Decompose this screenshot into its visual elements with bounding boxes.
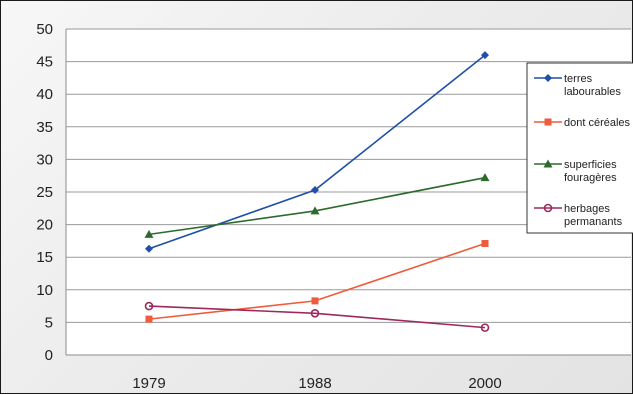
legend-label: herbages <box>564 203 610 215</box>
x-tick-label: 1979 <box>132 375 165 392</box>
legend-label: superficies <box>564 159 617 171</box>
x-tick-labels: 1979 1988 2000 <box>132 375 501 392</box>
data-point <box>481 240 489 248</box>
y-tick-label: 50 <box>36 21 53 38</box>
y-tick-label: 40 <box>36 86 53 103</box>
legend-label: permanants <box>564 216 623 228</box>
series-1 <box>145 51 489 253</box>
series-line <box>148 305 486 329</box>
data-point <box>543 203 553 213</box>
x-tick-label: 1988 <box>298 375 331 392</box>
y-tick-label: 5 <box>45 314 53 331</box>
data-point <box>311 186 319 195</box>
series-2 <box>145 240 489 323</box>
legend-box <box>526 62 633 234</box>
data-point <box>480 323 490 332</box>
data-point <box>480 173 490 182</box>
legend-label: labourables <box>564 86 621 98</box>
data-point <box>544 74 552 82</box>
data-point <box>144 229 154 238</box>
series-3 <box>144 173 490 238</box>
legend-label: fouragères <box>564 172 617 184</box>
y-tick-label: 45 <box>36 54 53 71</box>
data-point <box>544 118 552 126</box>
data-point <box>543 159 553 168</box>
legend-label: terres <box>564 73 593 85</box>
data-point <box>144 301 154 311</box>
legend-item: dont céréales <box>534 117 631 129</box>
y-tick-label: 10 <box>36 282 53 299</box>
data-point <box>310 308 320 318</box>
data-point <box>481 51 489 60</box>
y-tick-labels: 0 5 10 15 20 25 30 35 40 45 50 <box>36 21 53 364</box>
y-tick-label: 30 <box>36 151 53 168</box>
legend-label: dont céréales <box>564 117 631 129</box>
series-group <box>144 51 490 332</box>
y-tick-label: 0 <box>45 347 53 364</box>
y-tick-label: 20 <box>36 217 53 234</box>
data-point <box>311 297 319 305</box>
y-tick-label: 15 <box>36 249 53 266</box>
series-4 <box>144 301 490 332</box>
data-point <box>145 244 153 253</box>
data-point <box>145 315 153 323</box>
data-point <box>310 206 320 215</box>
x-tick-label: 2000 <box>468 375 501 392</box>
y-tick-label: 35 <box>36 119 53 136</box>
y-tick-label: 25 <box>36 184 53 201</box>
